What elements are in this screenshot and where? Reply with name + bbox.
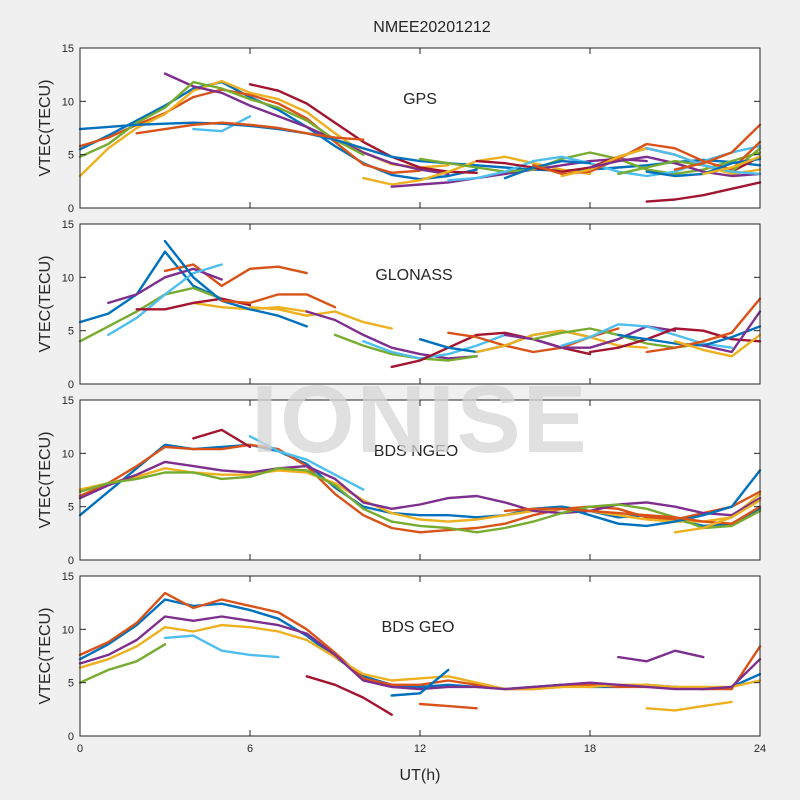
y-tick-label: 15: [62, 43, 74, 55]
series-line: [78, 623, 762, 691]
series-line: [702, 310, 762, 354]
panels: 0 5 10 15 VTEC(TECU) GPS 0 5 10 15 VTEC(TECU) GLONA…: [37, 43, 766, 755]
series-line: [78, 643, 167, 684]
series-line: [78, 250, 223, 324]
series-line: [248, 306, 393, 330]
y-tick-label: 10: [62, 448, 74, 460]
panel-2: 0 5 10 15 VTEC(TECU) BDS NGEO: [37, 395, 762, 567]
y-tick-label: 5: [68, 502, 74, 514]
series-line: [418, 702, 478, 710]
y-tick-label: 0: [68, 555, 74, 567]
y-tick-label: 5: [68, 150, 74, 162]
series-line: [418, 151, 762, 176]
panel-1: 0 5 10 15 VTEC(TECU) GLONASS: [37, 219, 762, 391]
series-line: [107, 263, 223, 337]
series-line: [645, 147, 762, 176]
y-tick-label: 10: [62, 272, 74, 284]
series-line: [248, 435, 365, 491]
series-line: [617, 147, 762, 176]
series-line: [475, 329, 648, 354]
series-line: [503, 159, 592, 180]
series-line: [192, 115, 252, 133]
series-line: [362, 333, 507, 360]
series-line: [305, 310, 478, 360]
series-line: [645, 700, 733, 712]
y-axis-label: VTEC(TECU): [37, 256, 54, 353]
x-tick-label: 0: [77, 743, 83, 755]
y-tick-label: 10: [62, 624, 74, 636]
series-line: [673, 499, 762, 534]
series-line: [673, 123, 762, 171]
series-line: [135, 121, 365, 141]
x-tick-label: 24: [754, 743, 766, 755]
series-line: [220, 293, 337, 309]
panel-label: GPS: [403, 91, 437, 108]
series-line: [78, 467, 762, 534]
series-line: [617, 649, 705, 663]
y-tick-label: 0: [68, 203, 74, 215]
watermark: IONISE: [251, 366, 588, 473]
series-line: [588, 327, 762, 354]
series-line: [192, 428, 252, 449]
series-line: [163, 72, 450, 176]
series-line: [107, 267, 223, 305]
x-axis-label: UT(h): [400, 767, 441, 784]
y-tick-label: 5: [68, 326, 74, 338]
series-line: [78, 443, 762, 534]
series-line: [78, 80, 365, 158]
y-axis-label: VTEC(TECU): [37, 432, 54, 529]
panel-0: 0 5 10 15 VTEC(TECU) GPS: [37, 43, 762, 215]
y-tick-label: 15: [62, 571, 74, 583]
x-tick-label: 12: [414, 743, 426, 755]
figure-title: NMEE20201212: [373, 19, 491, 36]
series-line: [588, 155, 762, 178]
series-line: [163, 239, 308, 328]
panel-label: BDS NGEO: [374, 443, 458, 460]
x-tick-label: 6: [247, 743, 253, 755]
series-line: [390, 668, 450, 697]
series-line: [78, 286, 223, 343]
panel-label: GLONASS: [375, 267, 452, 284]
series-line: [702, 155, 762, 176]
y-tick-label: 5: [68, 678, 74, 690]
series-line: [645, 181, 762, 203]
series-line: [78, 80, 478, 181]
series-line: [78, 615, 762, 691]
series-line: [645, 297, 762, 354]
series-line: [78, 121, 762, 172]
series-line: [673, 333, 762, 358]
series-line: [163, 263, 308, 288]
series-line: [447, 144, 762, 182]
series-line: [248, 83, 478, 174]
y-tick-label: 15: [62, 395, 74, 407]
y-tick-label: 0: [68, 379, 74, 391]
panel-label: BDS GEO: [382, 619, 455, 636]
y-tick-label: 10: [62, 96, 74, 108]
series-line: [163, 634, 280, 659]
y-tick-label: 15: [62, 219, 74, 231]
y-axis-label: VTEC(TECU): [37, 80, 54, 177]
panel-3: 0 5 10 15 0 6 12 18 24 VTEC(TECU) BDS GEO: [37, 571, 766, 755]
series-line: [78, 460, 762, 517]
x-tick-label: 18: [584, 743, 596, 755]
series-line: [560, 323, 733, 349]
series-line: [305, 675, 393, 716]
y-tick-label: 0: [68, 731, 74, 743]
y-axis-label: VTEC(TECU): [37, 608, 54, 705]
